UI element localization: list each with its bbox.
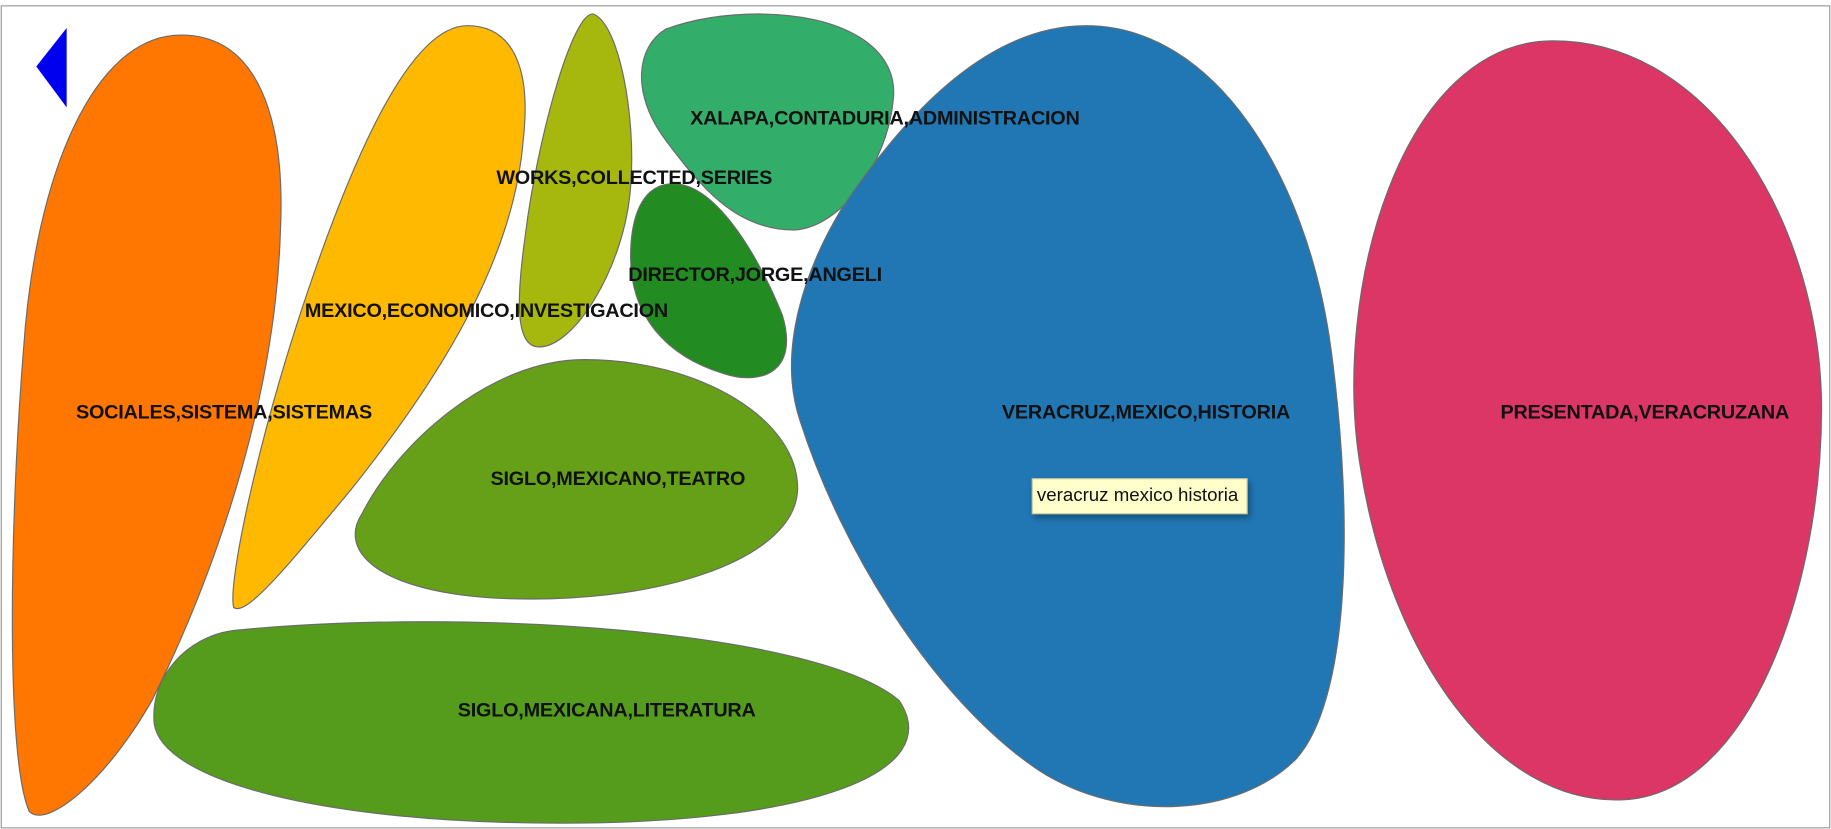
- cell-label: XALAPA,CONTADURIA,ADMINISTRACION: [690, 107, 1079, 129]
- cell-label: DIRECTOR,JORGE,ANGELI: [628, 264, 882, 286]
- tooltip: veracruz mexico historia: [1031, 478, 1248, 515]
- cell-label: VERACRUZ,MEXICO,HISTORIA: [1002, 402, 1290, 424]
- cell-label: PRESENTADA,VERACRUZANA: [1500, 402, 1789, 424]
- back-button[interactable]: [36, 28, 67, 108]
- cell-label: MEXICO,ECONOMICO,INVESTIGACION: [305, 300, 668, 322]
- cell[interactable]: [153, 621, 910, 824]
- tooltip-box: [1031, 478, 1248, 515]
- cell-label: SOCIALES,SISTEMA,SISTEMAS: [76, 402, 372, 424]
- cell[interactable]: [1353, 40, 1823, 801]
- cell[interactable]: [232, 25, 526, 610]
- cell-label: SIGLO,MEXICANA,LITERATURA: [458, 699, 756, 721]
- cell[interactable]: [518, 13, 633, 348]
- tooltip-text: veracruz mexico historia: [1037, 484, 1239, 505]
- cell[interactable]: [354, 359, 799, 600]
- cell-label: SIGLO,MEXICANO,TEATRO: [490, 468, 745, 490]
- cell[interactable]: [630, 183, 788, 379]
- cell[interactable]: [790, 25, 1345, 808]
- cell-label: WORKS,COLLECTED,SERIES: [496, 167, 772, 189]
- cell[interactable]: [640, 13, 895, 231]
- cell[interactable]: [11, 34, 282, 816]
